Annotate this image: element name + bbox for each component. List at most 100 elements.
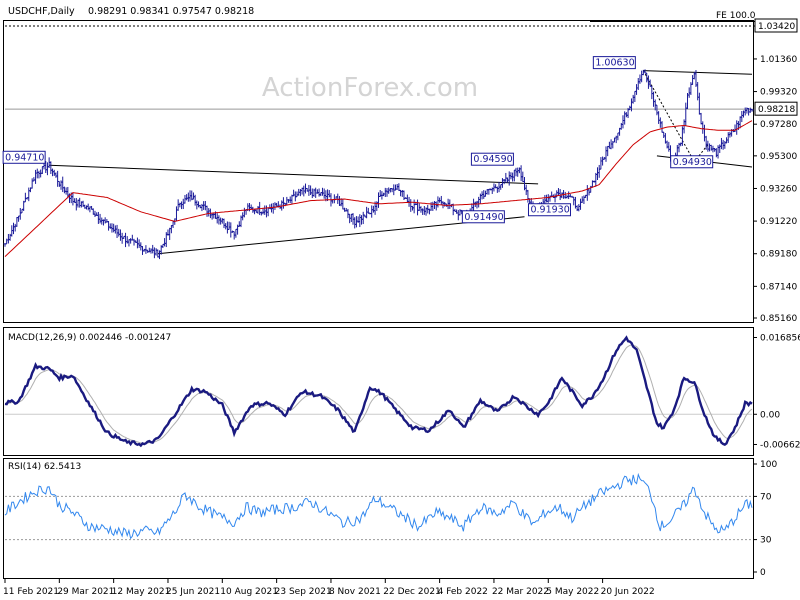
price-bar [98,213,102,224]
price-bar [585,185,589,201]
fe-level: FE 100.0 [590,11,756,22]
price-bar [57,180,61,187]
price-bar [74,197,78,211]
price-bar [517,167,521,174]
price-bar [346,208,350,219]
price-bar [702,124,706,142]
price-bar [310,188,314,199]
rsi-tick-label: 30 [760,536,772,546]
price-bar [409,199,413,212]
price-bar [56,170,60,187]
last-price-label: 0.98218 [758,105,795,115]
rsi-tick-label: 100 [760,460,777,470]
price-bar [349,213,353,222]
price-bar [212,212,216,219]
price-bar [6,233,10,244]
price-bar [740,111,744,123]
price-bar [336,193,340,204]
price-bar [360,215,364,225]
x-tick-label: 8 Nov 2021 [329,587,381,597]
price-bar [185,194,189,201]
price-bar [516,167,520,177]
price-bar [181,198,185,210]
price-bar [144,245,148,254]
price-bar [171,221,175,228]
price-bar [431,201,435,211]
price-bar [149,248,153,254]
price-bar [691,75,695,85]
annotation-label: 0.91490 [461,210,505,224]
rsi-tick-label: 70 [760,492,772,502]
price-bar [227,221,231,230]
price-bar [154,248,158,256]
price-bar [259,211,263,216]
price-bar [579,198,583,210]
price-tick-label: 0.91220 [760,217,797,227]
price-bar [15,217,19,227]
x-tick-label: 22 Dec 2021 [383,587,441,597]
price-bar [546,194,550,203]
x-tick-label: 25 Jun 2021 [166,587,220,597]
price-bar [487,188,491,195]
price-bar [421,208,425,215]
annotation-label: 0.94930 [670,155,714,169]
price-bar [27,187,31,202]
price-bar [285,196,289,206]
price-bar [699,112,703,125]
price-bar [439,195,443,205]
price-bar [599,157,603,170]
price-bar [220,218,224,224]
annotation-label: 1.00630 [592,56,636,70]
price-bar [320,187,324,196]
price-bar [477,196,481,208]
price-bar [40,166,44,174]
price-bar [577,204,581,212]
price-bar [135,237,139,249]
price-bar [650,85,654,100]
price-bar [271,202,275,214]
price-bar [526,189,530,203]
price-bar [594,172,598,187]
price-bar [708,143,712,152]
price-bar [667,141,671,152]
price-bar [266,207,270,217]
price-bar [556,188,560,196]
price-bar [735,120,739,135]
price-bar [18,208,22,220]
price-bar [718,144,722,153]
price-bar [750,108,754,112]
price-bar [229,222,233,238]
watermark: ActionForex.com [262,73,478,103]
price-bar [32,177,36,182]
price-bar [446,198,450,210]
price-bar [110,223,114,233]
fe-price-label: 1.03420 [758,22,795,32]
price-bar [728,131,732,138]
price-bar [521,171,525,183]
price-bar [606,145,610,157]
trendline-top [643,70,753,75]
price-tick-label: 0.93260 [760,184,797,194]
price-bar [45,162,49,176]
price-bar [701,121,705,134]
price-bar [714,148,718,158]
price-bar [416,199,420,216]
price-bar [107,221,111,231]
price-bar [86,203,90,211]
price-bar [309,185,313,196]
price-bar [200,203,204,212]
price-bar [193,194,197,206]
price-bar [572,196,576,206]
price-bar [512,169,516,182]
svg-text:0.91930: 0.91930 [530,205,569,216]
price-bar [222,218,226,229]
price-bar [575,205,579,212]
price-bar [191,192,195,200]
price-bar [273,202,277,210]
price-bar [524,184,528,196]
x-tick-label: 22 Mar 2022 [492,587,549,597]
price-bar [436,196,440,208]
price-bar [640,70,644,83]
price-bar [62,186,66,194]
price-bar [660,121,664,133]
